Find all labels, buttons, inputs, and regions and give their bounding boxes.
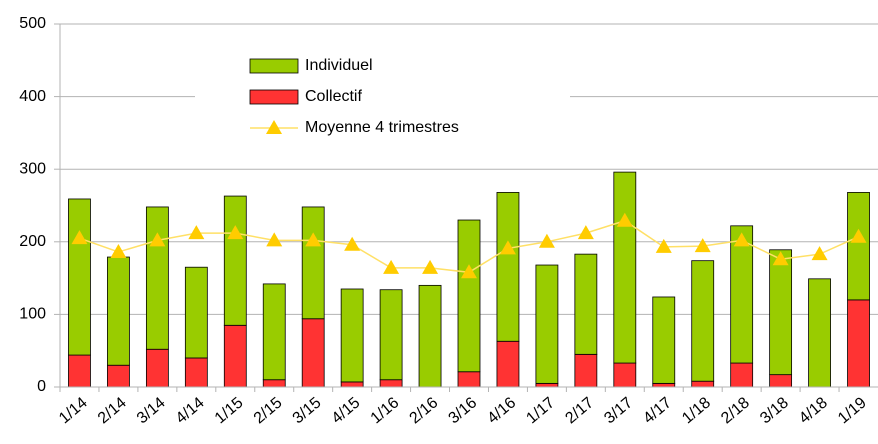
legend-swatch [249,58,299,74]
legend-label: Individuel [305,57,373,74]
x-tick-label: 2/18 [718,394,753,427]
marker [344,236,361,251]
marker [71,230,88,245]
bar [574,253,598,355]
x-tick-label: 1/18 [679,394,714,427]
bar [457,219,481,373]
marker [383,259,400,274]
bar [847,192,870,301]
bar [68,354,91,388]
x-tick-label: 4/16 [484,394,519,427]
bar [769,249,793,376]
legend-swatch [249,89,299,105]
x-tick-label: 4/17 [640,394,675,427]
marker [616,212,633,227]
bar [223,324,247,388]
x-tick-label: 3/17 [601,394,636,427]
legend-marker [266,120,282,134]
marker [266,232,283,247]
y-tick-label: 400 [19,88,46,105]
marker [499,240,516,255]
marker [305,232,322,247]
legend-label: Collectif [305,88,362,105]
bar [107,364,130,388]
bar [535,264,559,384]
marker [110,243,127,258]
bar [691,260,715,382]
bar [223,195,247,326]
x-tick-label: 1/15 [212,394,247,427]
marker [149,232,166,247]
y-tick-label: 500 [19,15,46,32]
bar [769,374,793,388]
bar [847,299,870,388]
bar [691,380,715,388]
bar [808,278,831,388]
bar [496,192,520,342]
bar [457,371,481,388]
bar [613,362,637,388]
marker [188,225,205,240]
marker [733,232,750,247]
x-tick-label: 1/19 [835,394,870,427]
bar [68,198,91,356]
marker [227,225,244,240]
bar [535,382,559,388]
bar [340,288,364,383]
marker [811,246,828,261]
marker [655,238,672,253]
x-tick-label: 3/15 [290,394,325,427]
x-tick-label: 2/16 [407,394,442,427]
x-tick-label: 3/14 [134,394,169,427]
bar [301,318,325,388]
bar [379,379,403,388]
y-tick-label: 200 [19,233,46,250]
bar [107,256,130,366]
bar [652,296,676,384]
x-tick-label: 2/14 [95,394,130,427]
marker [694,238,711,253]
y-tick-label: 100 [19,306,46,323]
x-tick-label: 4/15 [329,394,364,427]
marker [422,259,439,274]
x-tick-label: 1/14 [56,394,91,427]
bar [574,353,598,388]
bar [496,340,520,388]
legend-label: Moyenne 4 trimestres [305,119,459,136]
marker [461,264,477,279]
bar [652,382,676,388]
marker [850,228,867,243]
bar [730,362,754,388]
bar [340,381,364,388]
y-tick-label: 0 [37,378,46,395]
bar [418,284,442,388]
bar [145,348,169,388]
bar [184,357,208,388]
bar [145,206,169,350]
bar [379,289,403,381]
x-tick-label: 4/14 [173,394,208,427]
bar [301,206,325,320]
x-tick-label: 2/17 [562,394,597,427]
x-tick-label: 3/16 [446,394,481,427]
x-tick-label: 4/18 [796,394,831,427]
x-tick-label: 2/15 [251,394,286,427]
marker [577,225,594,240]
y-tick-label: 300 [19,160,46,177]
bar [262,379,286,388]
bar [184,266,208,359]
x-tick-label: 1/17 [523,394,558,427]
marker [538,233,555,248]
x-tick-label: 1/16 [368,394,403,427]
bar [613,171,637,364]
bar [262,283,286,381]
marker [772,251,789,266]
x-tick-label: 3/18 [757,394,792,427]
bar [730,225,754,364]
